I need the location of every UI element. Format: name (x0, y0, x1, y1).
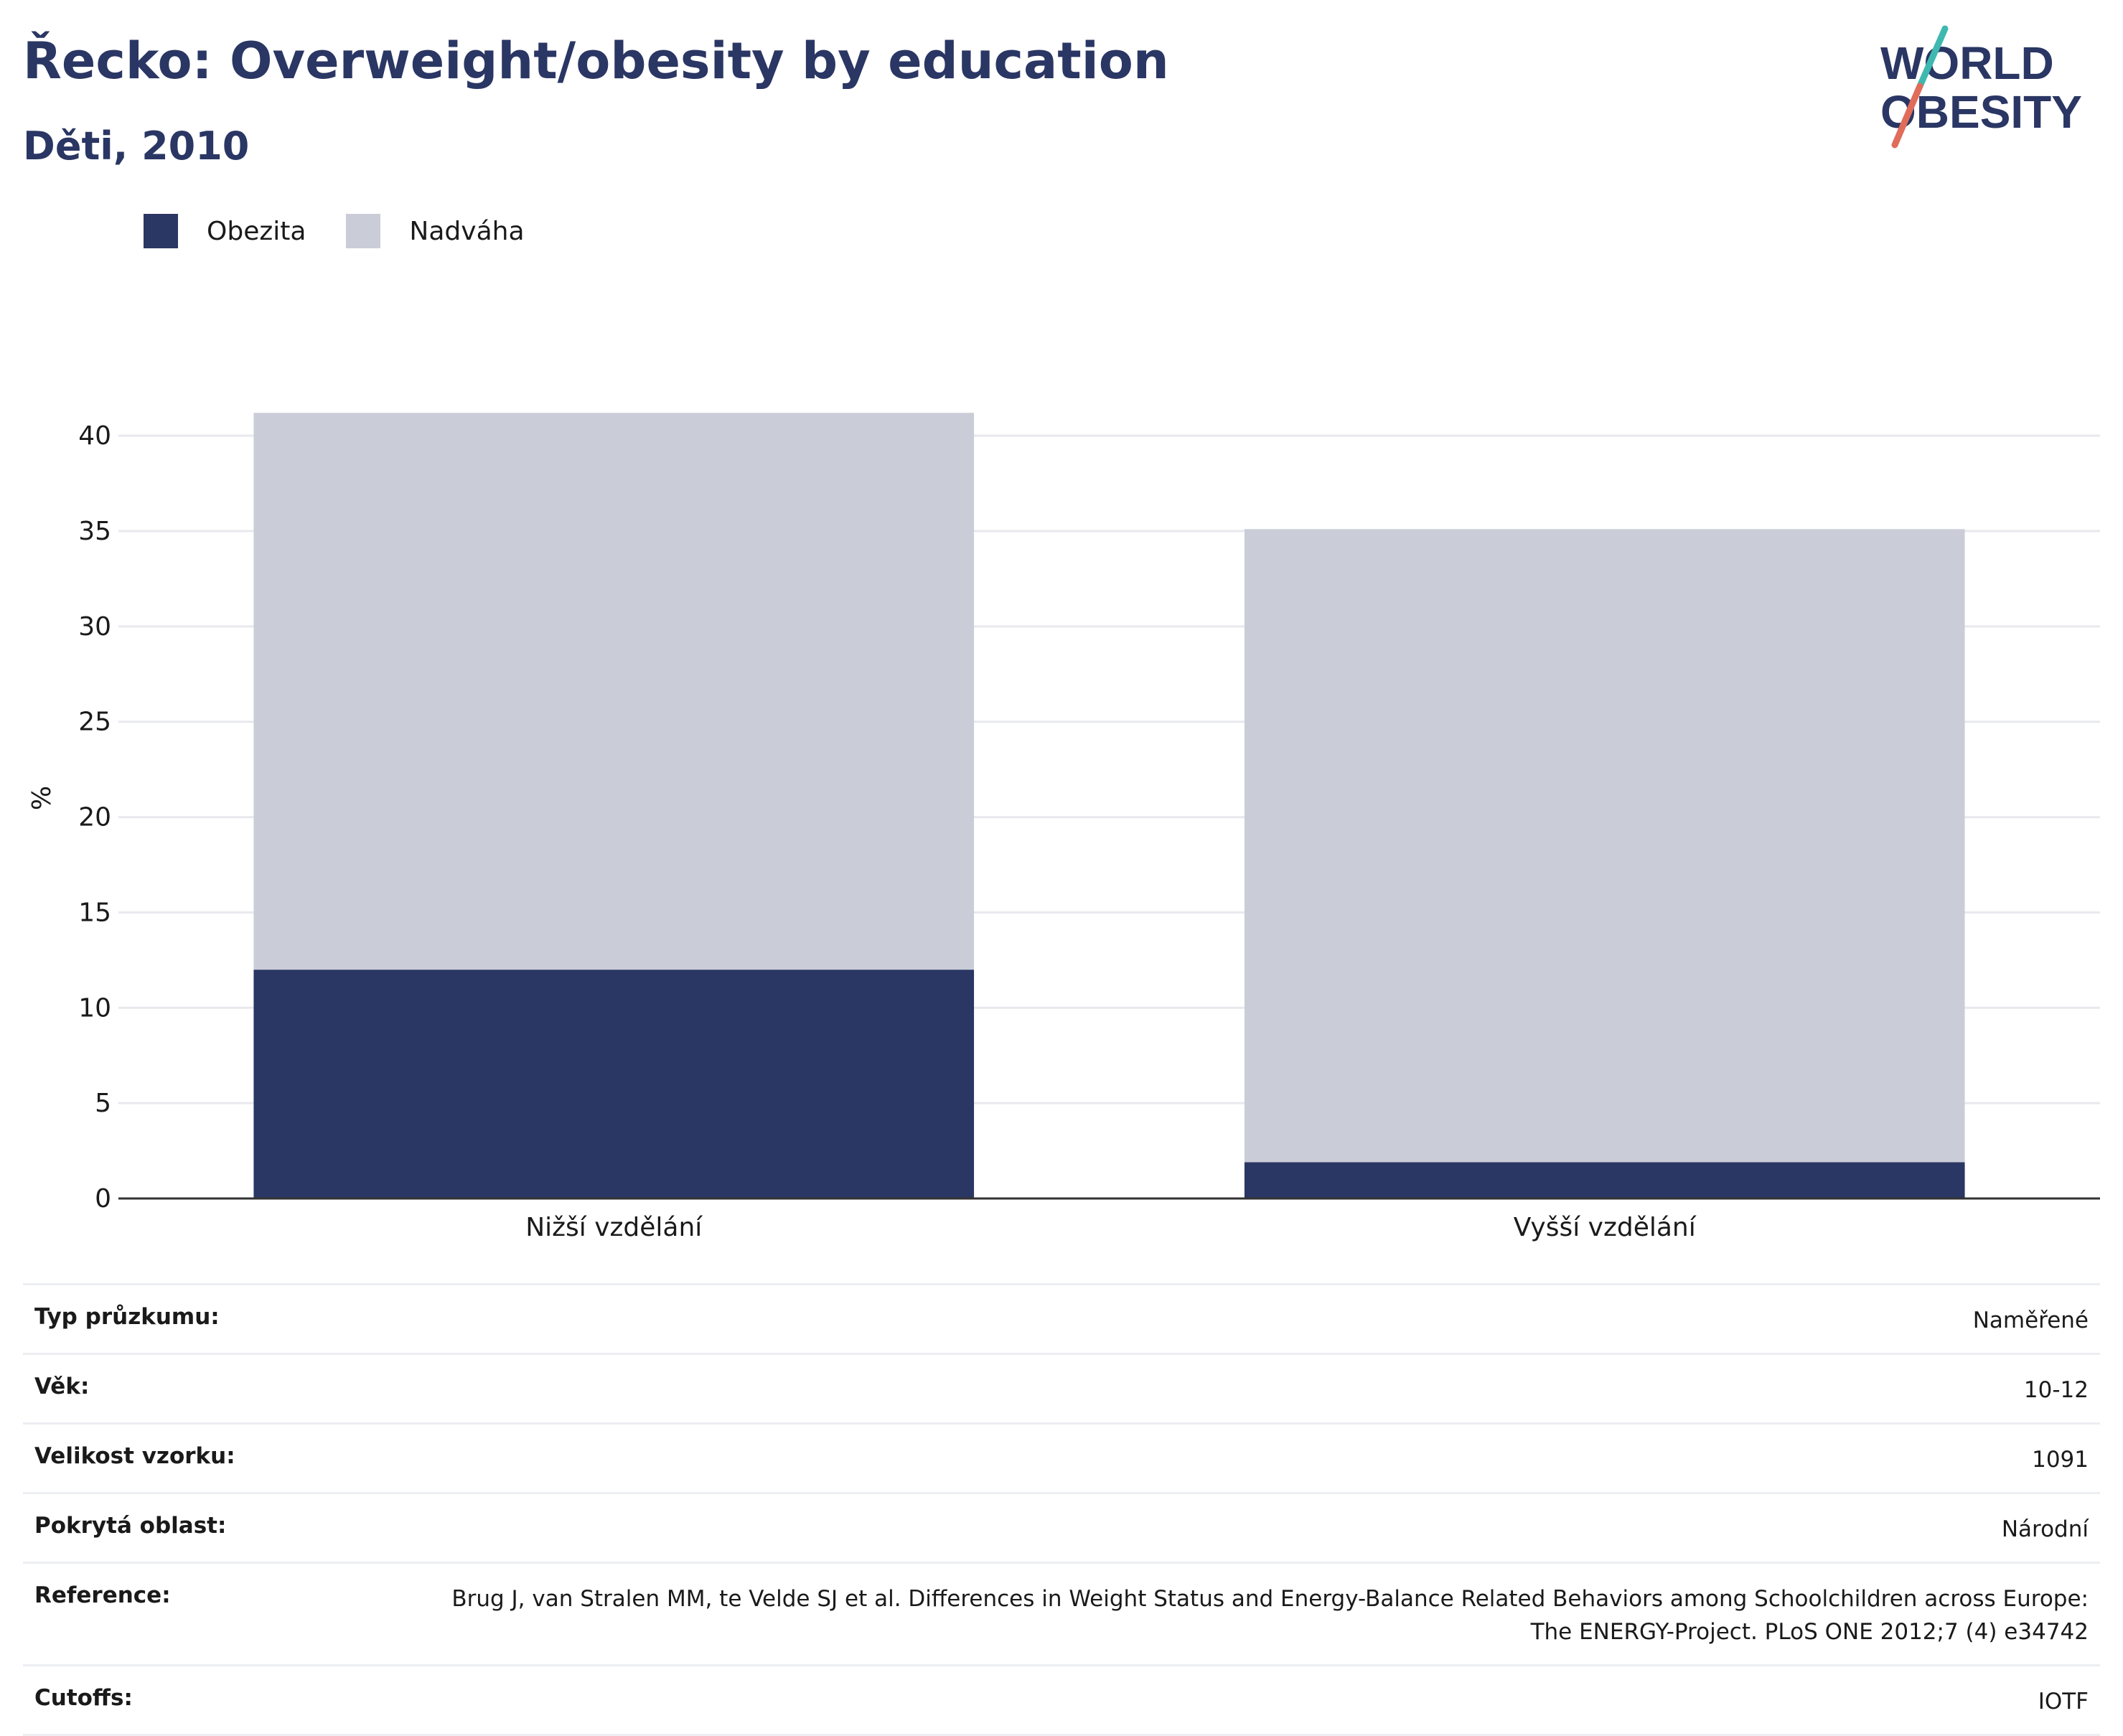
legend-swatch-overweight (346, 214, 381, 248)
bar-obesity-1[interactable] (1244, 1162, 1965, 1198)
meta-row-sample-size: Velikost vzorku: 1091 (23, 1422, 2100, 1492)
meta-value: Brug J, van Stralen MM, te Velde SJ et a… (451, 1586, 2089, 1645)
metadata-table: Typ průzkumu: Naměřené Věk: 10-12 Veliko… (23, 1283, 2100, 1736)
y-tick-label: 35 (78, 517, 111, 546)
y-tick-label: 40 (78, 421, 111, 451)
meta-row-reference: Reference: Brug J, van Stralen MM, te Ve… (23, 1562, 2100, 1664)
meta-row-age: Věk: 10-12 (23, 1353, 2100, 1422)
meta-value: 10-12 (2023, 1377, 2089, 1403)
meta-label: Pokrytá oblast: (34, 1513, 227, 1539)
x-tick-labels: Nižší vzdělání Vyšší vzdělání (525, 1213, 1697, 1242)
world-obesity-logo: WORLD OBESITY (1880, 25, 2082, 149)
legend-item-obesity[interactable]: Obezita (144, 214, 306, 248)
meta-row-cutoffs: Cutoffs: IOTF (23, 1664, 2100, 1736)
y-tick-label: 20 (78, 803, 111, 832)
logo-slash-coral (1891, 83, 1923, 149)
x-tick-label: Nižší vzdělání (525, 1213, 703, 1242)
chart-subtitle: Děti, 2010 (23, 123, 250, 169)
chart-title: Řecko: Overweight/obesity by education (23, 32, 1169, 90)
y-tick-label: 25 (78, 708, 111, 737)
meta-value: Naměřené (1972, 1308, 2089, 1333)
legend-label-obesity: Obezita (207, 216, 306, 246)
meta-value: IOTF (2038, 1689, 2089, 1714)
bar-chart: 0 5 10 15 20 25 30 35 40 Nižší vzdělání Vyšší vzd… (27, 413, 2100, 1242)
logo-slash-teal (1916, 25, 1949, 90)
legend-label-overweight: Nadváha (409, 216, 525, 246)
meta-value: Národní (2001, 1516, 2089, 1542)
meta-label: Reference: (34, 1582, 171, 1608)
meta-label: Věk: (34, 1374, 90, 1399)
meta-label: Cutoffs: (34, 1685, 133, 1711)
logo-line-1: WORLD (1880, 37, 2054, 89)
bars (253, 413, 1965, 1198)
legend-swatch-obesity (144, 214, 178, 248)
meta-label: Typ průzkumu: (34, 1304, 220, 1330)
bar-obesity-0[interactable] (253, 970, 975, 1198)
y-tick-labels: 0 5 10 15 20 25 30 35 40 (78, 421, 111, 1214)
meta-row-survey-type: Typ průzkumu: Naměřené (23, 1283, 2100, 1353)
x-tick-label: Vyšší vzdělání (1514, 1213, 1697, 1242)
y-tick-label: 10 (78, 993, 111, 1023)
meta-row-area-covered: Pokrytá oblast: Národní (23, 1492, 2100, 1562)
meta-value: 1091 (2032, 1447, 2089, 1473)
legend-item-overweight[interactable]: Nadváha (346, 214, 525, 248)
y-tick-label: 0 (95, 1184, 111, 1214)
meta-label: Velikost vzorku: (34, 1443, 235, 1469)
y-tick-label: 30 (78, 612, 111, 642)
y-tick-label: 15 (78, 898, 111, 927)
chart-legend: Obezita Nadváha (144, 214, 565, 248)
y-tick-label: 5 (95, 1089, 111, 1118)
y-axis-label: % (27, 786, 57, 810)
bar-overweight-0[interactable] (253, 413, 975, 970)
bar-overweight-1[interactable] (1244, 529, 1965, 1163)
